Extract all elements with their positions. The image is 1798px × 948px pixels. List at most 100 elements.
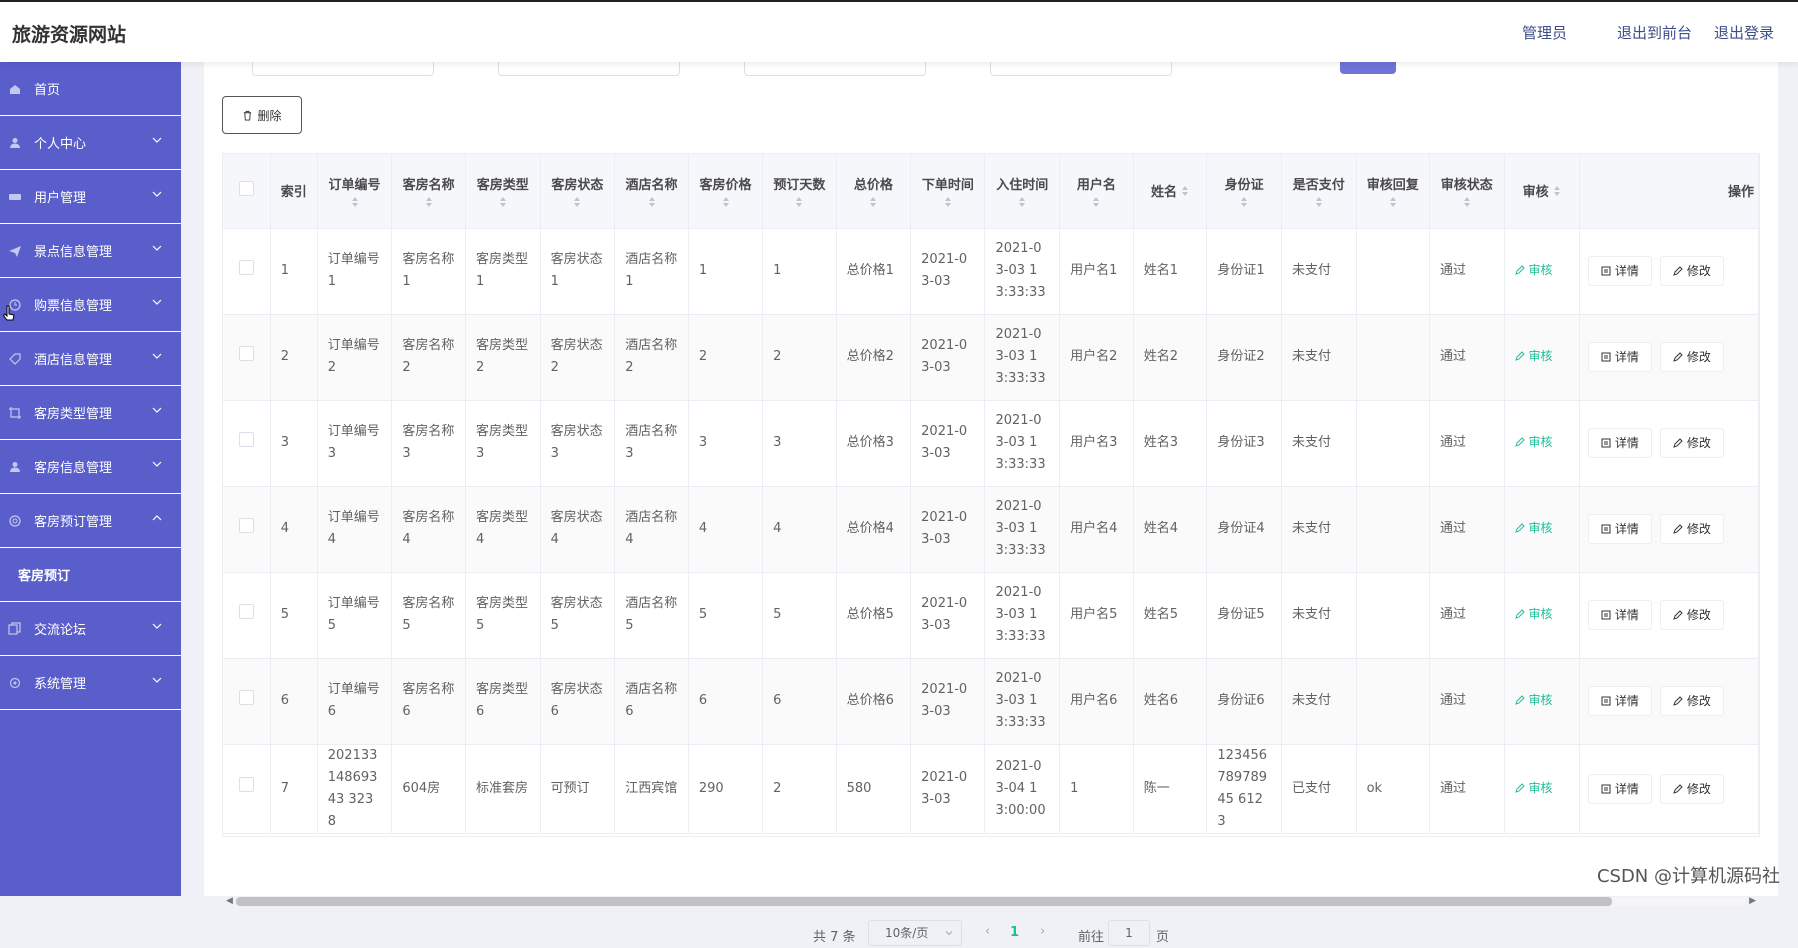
column-header[interactable]: 酒店名称 <box>614 154 689 229</box>
submenu-item-0[interactable]: 客房预订 <box>0 548 181 602</box>
column-header[interactable]: 客房名称 <box>391 154 466 229</box>
sort-icon[interactable] <box>1240 197 1248 208</box>
detail-button[interactable]: 详情 <box>1587 514 1652 544</box>
sidebar-item-8[interactable]: 客房预订管理 <box>0 494 181 548</box>
column-header[interactable]: 审核状态 <box>1429 154 1505 229</box>
row-checkbox[interactable] <box>238 517 254 533</box>
detail-button[interactable]: 详情 <box>1587 428 1652 458</box>
search-input-3[interactable] <box>744 62 926 76</box>
table-cell: 客房类型5 <box>465 572 541 659</box>
goto-page-input[interactable]: 1 <box>1108 920 1150 946</box>
sort-icon[interactable] <box>1018 197 1026 208</box>
row-checkbox[interactable] <box>238 345 254 361</box>
delete-button[interactable]: 删除 <box>222 96 302 134</box>
sidebar-item-4[interactable]: 购票信息管理 <box>0 278 181 332</box>
sidebar-item-3[interactable]: 景点信息管理 <box>0 224 181 278</box>
column-header[interactable]: 是否支付 <box>1281 154 1357 229</box>
detail-button[interactable]: 详情 <box>1587 256 1652 286</box>
site-title: 旅游资源网站 <box>12 24 127 46</box>
detail-button[interactable]: 详情 <box>1587 342 1652 372</box>
audit-button[interactable]: 审核 <box>1514 517 1553 539</box>
sort-icon[interactable] <box>425 197 433 208</box>
logout-link[interactable]: 退出登录 <box>1713 24 1774 42</box>
row-checkbox[interactable] <box>238 689 254 705</box>
detail-button[interactable]: 详情 <box>1587 773 1652 804</box>
table-cell: 酒店名称3 <box>614 400 689 487</box>
audit-button[interactable]: 审核 <box>1514 777 1553 799</box>
sort-icon[interactable] <box>1553 186 1561 197</box>
edit-button[interactable]: 修改 <box>1659 514 1724 544</box>
sidebar-item-7[interactable]: 客房信息管理 <box>0 440 181 494</box>
audit-button[interactable]: 审核 <box>1514 259 1553 281</box>
column-header[interactable]: 用户名 <box>1059 154 1134 229</box>
edit-button[interactable]: 修改 <box>1659 428 1724 458</box>
sort-icon[interactable] <box>499 197 507 208</box>
table-cell: 2021-03-03 <box>910 228 986 315</box>
sort-icon[interactable] <box>1389 197 1397 208</box>
sidebar-item-10[interactable]: 系统管理 <box>0 656 181 710</box>
sort-icon[interactable] <box>1463 197 1471 208</box>
select-all-checkbox[interactable] <box>238 181 254 197</box>
audit-button[interactable]: 审核 <box>1514 689 1553 711</box>
detail-button[interactable]: 详情 <box>1587 686 1652 716</box>
sort-icon[interactable] <box>648 197 656 208</box>
current-page[interactable]: 1 <box>1010 925 1020 940</box>
sidebar-item-0[interactable]: 首页 <box>0 62 181 116</box>
sort-icon[interactable] <box>573 197 581 208</box>
column-header[interactable]: 姓名 <box>1133 154 1208 229</box>
edit-button[interactable]: 修改 <box>1659 600 1724 630</box>
sort-icon[interactable] <box>1092 197 1100 208</box>
column-header[interactable]: 客房价格 <box>688 154 764 229</box>
audit-button[interactable]: 审核 <box>1514 431 1553 453</box>
column-header[interactable]: 客房状态 <box>540 154 616 229</box>
search-input-4[interactable] <box>990 62 1172 76</box>
row-checkbox[interactable] <box>238 603 254 619</box>
column-header[interactable]: 总价格 <box>836 154 912 229</box>
sort-icon[interactable] <box>1315 197 1323 208</box>
scroll-right-icon[interactable]: ▶ <box>1749 896 1756 906</box>
sidebar-item-5[interactable]: 酒店信息管理 <box>0 332 181 386</box>
edit-button[interactable]: 修改 <box>1659 256 1724 286</box>
column-header[interactable]: 操作 <box>1579 154 1759 229</box>
scroll-thumb[interactable] <box>236 897 1612 906</box>
horizontal-scrollbar[interactable]: ◀ ▶ <box>222 894 1760 908</box>
search-button[interactable] <box>1340 62 1396 74</box>
column-header[interactable]: 身份证 <box>1206 154 1282 229</box>
audit-button[interactable]: 审核 <box>1514 603 1553 625</box>
exit-to-frontend-link[interactable]: 退出到前台 <box>1616 24 1692 42</box>
row-checkbox[interactable] <box>238 259 254 275</box>
column-header[interactable]: 审核回复 <box>1356 154 1430 229</box>
edit-button[interactable]: 修改 <box>1659 773 1724 804</box>
column-header[interactable]: 下单时间 <box>910 154 986 229</box>
sort-icon[interactable] <box>869 197 877 208</box>
sidebar-item-1[interactable]: 个人中心 <box>0 116 181 170</box>
scroll-left-icon[interactable]: ◀ <box>226 896 233 906</box>
column-header[interactable]: 客房类型 <box>465 154 541 229</box>
sort-icon[interactable] <box>351 197 359 208</box>
prev-page-button[interactable]: ‹ <box>985 924 991 939</box>
page-size-select[interactable]: 10条/页 <box>868 920 962 946</box>
sidebar-item-6[interactable]: 客房类型管理 <box>0 386 181 440</box>
column-header[interactable]: 订单编号 <box>317 154 393 229</box>
edit-button[interactable]: 修改 <box>1659 686 1724 716</box>
sort-icon[interactable] <box>1181 186 1189 197</box>
column-header[interactable]: 入住时间 <box>984 154 1061 229</box>
detail-button[interactable]: 详情 <box>1587 600 1652 630</box>
column-header[interactable]: 预订天数 <box>762 154 837 229</box>
row-checkbox[interactable] <box>238 777 254 792</box>
sort-icon[interactable] <box>795 197 803 208</box>
edit-button[interactable]: 修改 <box>1659 342 1724 372</box>
column-header[interactable]: 审核 <box>1504 154 1580 229</box>
audit-button[interactable]: 审核 <box>1514 345 1553 367</box>
next-page-button[interactable]: › <box>1040 924 1046 939</box>
sidebar-item-9[interactable]: 交流论坛 <box>0 602 181 656</box>
column-header-label: 下单时间 <box>921 178 974 194</box>
sort-icon[interactable] <box>944 197 952 208</box>
row-checkbox[interactable] <box>238 431 254 447</box>
sidebar-item-2[interactable]: 用户管理 <box>0 170 181 224</box>
search-input-1[interactable] <box>252 62 434 76</box>
admin-link[interactable]: 管理员 <box>1521 24 1567 42</box>
search-input-2[interactable] <box>498 62 680 76</box>
column-header[interactable]: 索引 <box>270 154 318 229</box>
sort-icon[interactable] <box>722 197 730 208</box>
